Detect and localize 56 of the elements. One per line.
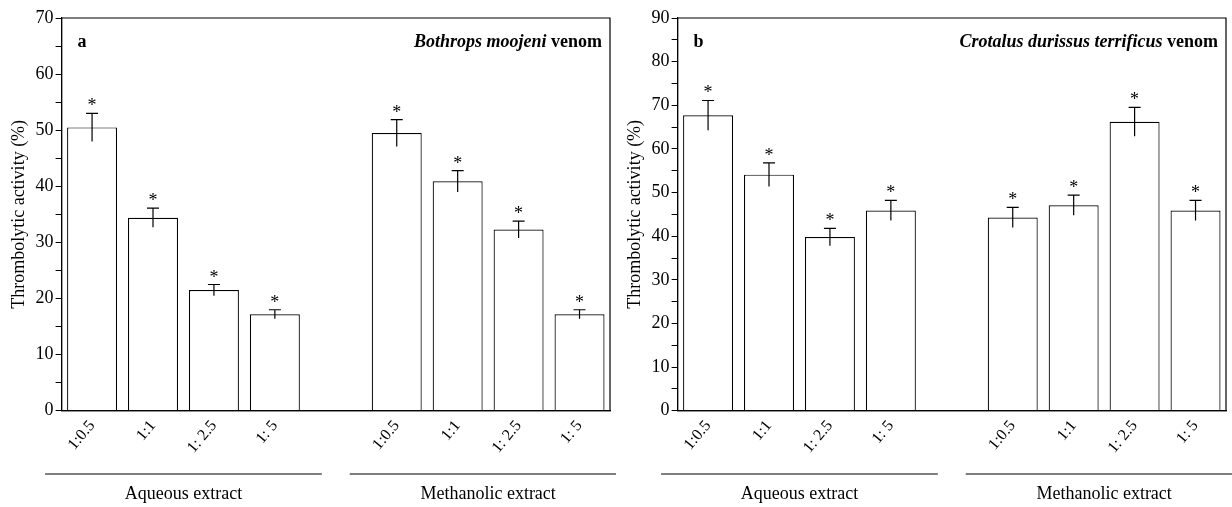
y-axis-title: Thrombolytic activity (%) <box>623 119 645 309</box>
text: Bothrops moojeni venom <box>412 31 603 51</box>
x-tick-label: 1: 2.5 <box>799 416 836 456</box>
y-tick-label: 70 <box>35 6 54 27</box>
y-tick-label: 50 <box>35 118 54 139</box>
x-tick-label: 1:1 <box>748 416 775 444</box>
x-tick-label: 1:1 <box>132 416 159 444</box>
y-tick-label: 30 <box>651 268 670 289</box>
y-tick-label: 50 <box>651 181 670 202</box>
y-tick-label: 60 <box>35 62 54 83</box>
y-axis-title: Thrombolytic activity (%) <box>7 119 29 309</box>
text: Aqueous extract <box>124 483 243 503</box>
data-label: * <box>209 266 219 287</box>
data-label: * <box>1130 89 1140 110</box>
y-tick-label: 40 <box>35 175 54 196</box>
x-tick-label: 1: 5 <box>1172 416 1202 447</box>
y-tick-label: 0 <box>44 399 54 420</box>
annotation: a <box>77 31 87 51</box>
data-label: * <box>886 182 896 203</box>
data-label: * <box>1008 189 1018 210</box>
data-label: * <box>764 144 774 165</box>
x-tick-label: 1: 5 <box>556 416 586 447</box>
data-label: * <box>453 152 463 173</box>
y-tick-label: 10 <box>35 343 54 364</box>
data-label: * <box>1069 177 1079 198</box>
data-label: * <box>514 203 524 224</box>
data-label: * <box>825 210 835 231</box>
annotation: b <box>693 31 704 51</box>
text: Crotalus durissus terrificus venom <box>959 31 1219 51</box>
y-tick-label: 20 <box>651 312 670 333</box>
x-tick-label: 1:1 <box>1053 416 1080 444</box>
data-label: * <box>148 190 158 211</box>
data-label: * <box>87 95 97 116</box>
x-tick-label: 1: 5 <box>251 416 281 447</box>
y-tick-label: 60 <box>651 137 670 158</box>
y-tick-label: 80 <box>651 50 670 71</box>
text: Aqueous extract <box>740 483 859 503</box>
y-tick-label: 10 <box>651 355 670 376</box>
y-tick-label: 0 <box>660 399 670 420</box>
data-label: * <box>1191 182 1201 203</box>
y-tick-label: 70 <box>651 94 670 115</box>
x-tick-label: 1:1 <box>437 416 464 444</box>
x-tick-label: 1: 2.5 <box>1103 416 1141 456</box>
x-tick-label: 1: 2.5 <box>487 416 525 456</box>
x-tick-label: 1: 5 <box>867 416 897 447</box>
text: Methanolic extract <box>1036 483 1172 503</box>
data-label: * <box>575 291 585 312</box>
data-label: * <box>270 291 280 312</box>
y-tick-label: 90 <box>651 6 670 27</box>
data-label: * <box>703 82 713 103</box>
text: Methanolic extract <box>420 483 556 503</box>
y-tick-label: 20 <box>35 287 54 308</box>
data-label: * <box>392 101 402 122</box>
y-tick-label: 40 <box>651 224 670 245</box>
x-tick-label: 1: 2.5 <box>183 416 220 456</box>
y-tick-label: 30 <box>35 231 54 252</box>
